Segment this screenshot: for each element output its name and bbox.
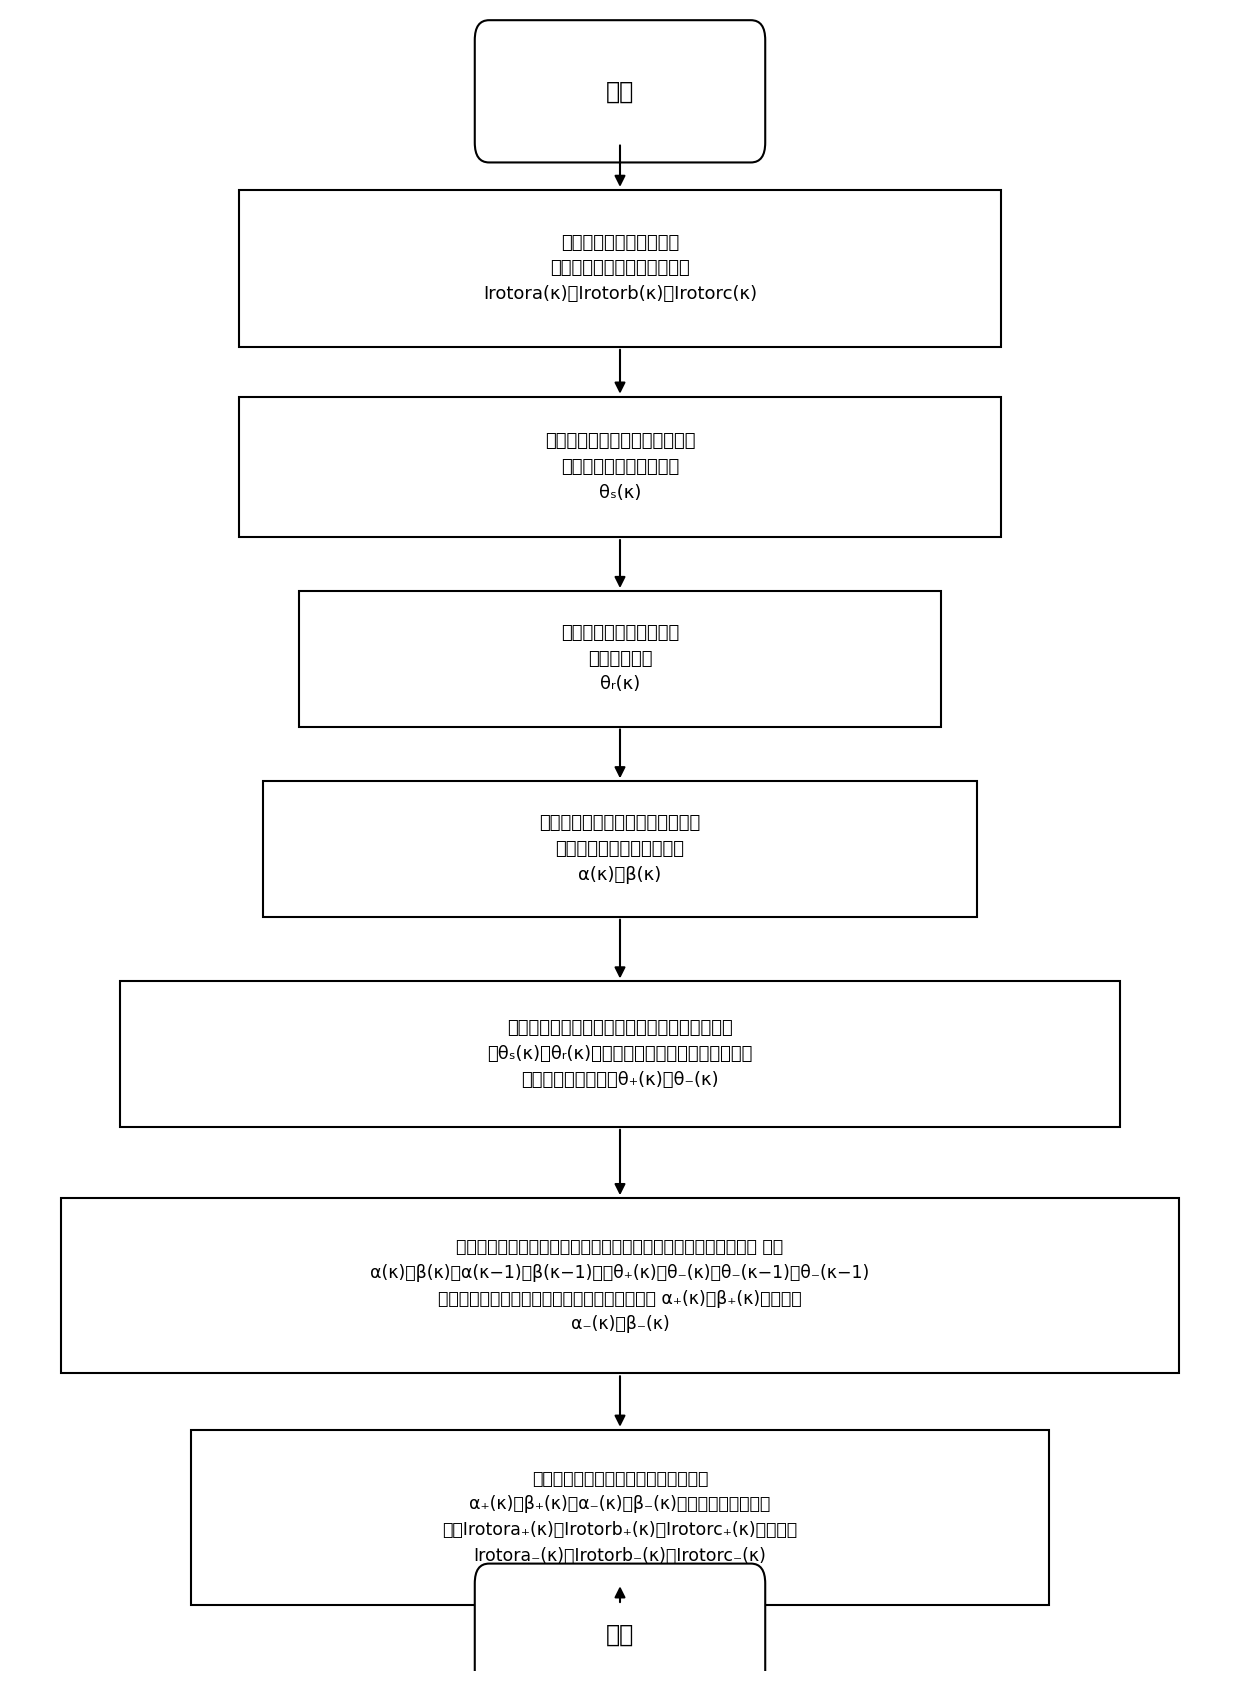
Text: 转子电流正序量角度、负分量角度计算模块，根
据θₛ(κ)、θᵣ(κ)计算得到转子电流正序、负序量在
各个采样时刻的角度θ₊(κ)、θ₋(κ): 转子电流正序量角度、负分量角度计算模块，根 据θₛ(κ)、θᵣ(κ)计算得到转子… [487, 1020, 753, 1089]
Text: 开始: 开始 [606, 79, 634, 103]
Text: 转子电流正序、负序量计算模块，根据
α₊(κ)、β₊(κ)、α₋(κ)、β₋(κ)计算得到转子电流正
序量Irotora₊(κ)、Irotorb₊(κ)、Iro: 转子电流正序、负序量计算模块，根据 α₊(κ)、β₊(κ)、α₋(κ)、β₋(κ… [443, 1470, 797, 1565]
Text: 三相转子电流采样模块，
得到三相转子电流瞬时値序列
Irotora(κ)、Irotorb(κ)、Irotorc(κ): 三相转子电流采样模块， 得到三相转子电流瞬时値序列 Irotora(κ)、Iro… [482, 233, 758, 304]
Text: 两相静止坐标系下双馈风力发电机转子电流正序、负序量计算模块 根据
α(κ)、β(κ)、α(κ−1)、β(κ−1)以及θ₊(κ)、θ₋(κ)、θ₋(κ−1)、θ₋: 两相静止坐标系下双馈风力发电机转子电流正序、负序量计算模块 根据 α(κ)、β(… [371, 1237, 869, 1334]
FancyBboxPatch shape [475, 1563, 765, 1688]
Text: 返回: 返回 [606, 1622, 634, 1647]
Bar [299, 591, 941, 726]
Text: 电网同步旋转的角度检测模块，
得到电网同步旋转的角度
θₛ(κ): 电网同步旋转的角度检测模块， 得到电网同步旋转的角度 θₛ(κ) [544, 432, 696, 501]
Text: 坐标变换模块，将采样得到的三相
电流瞬时値坐标变换，得到
α(κ)、β(κ): 坐标变换模块，将采样得到的三相 电流瞬时値坐标变换，得到 α(κ)、β(κ) [539, 814, 701, 883]
Bar [61, 1198, 1179, 1374]
Text: 转子电角度检测模块，得
到转子电角度
θᵣ(κ): 转子电角度检测模块，得 到转子电角度 θᵣ(κ) [560, 625, 680, 694]
Bar [239, 189, 1001, 348]
Bar [239, 397, 1001, 537]
Bar [120, 981, 1120, 1128]
Bar [263, 782, 977, 917]
Bar [191, 1430, 1049, 1605]
FancyBboxPatch shape [475, 20, 765, 162]
